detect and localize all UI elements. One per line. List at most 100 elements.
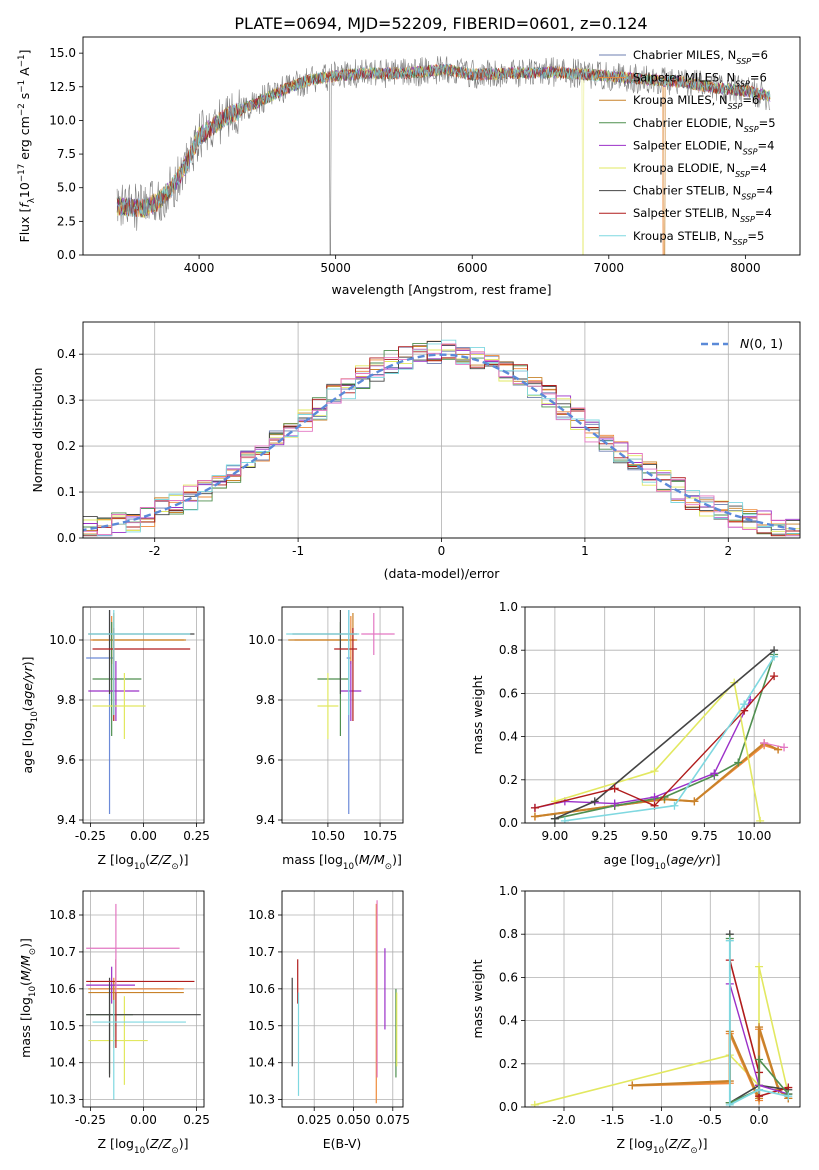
- x-tick-label: 9.50: [641, 829, 668, 843]
- label-part: =4: [755, 206, 772, 220]
- x-tick-label: 9.25: [591, 829, 618, 843]
- plus-marker: [730, 678, 739, 687]
- label-part: N: [740, 336, 750, 351]
- x-tick-label: 6000: [457, 261, 488, 275]
- legend-entry: Kroupa ELODIE, NSSP=4: [633, 161, 767, 179]
- mass-weight-vs-metallicity-panel: -2.0 -1.5 -1.0 -0.5 0.0 0.0 0.2 0.4 0.6 0.8 1.0 mas…: [470, 884, 801, 1156]
- y-tick-label: 9.8: [57, 693, 76, 707]
- plus-marker: [710, 769, 719, 778]
- label-part: Z [: [98, 852, 115, 867]
- y-tick-label: 9.4: [57, 813, 76, 827]
- label-part: 10: [134, 1146, 145, 1156]
- plus-marker: [690, 797, 699, 806]
- label-part: Z [: [98, 1136, 115, 1151]
- label-part: Flux [: [17, 208, 32, 243]
- label-part: (: [145, 1136, 150, 1151]
- age-vs-mass-panel: 10.50 10.75 9.4 9.6 9.8 10.0 mass [log10(M/M⊙)…: [248, 606, 404, 872]
- label-part: ⊙: [385, 862, 392, 872]
- x-tick-label: -1: [292, 544, 304, 558]
- label-part: SSP: [741, 192, 756, 201]
- y-tick-label: 0.3: [57, 393, 76, 407]
- error-bar: [334, 628, 358, 721]
- y-tick-label: 0.0: [499, 816, 518, 830]
- label-part: f: [17, 202, 32, 208]
- plus-marker: [740, 700, 749, 709]
- y-tick-label: 10.3: [49, 1093, 76, 1107]
- y-tick-label: 0.4: [499, 1014, 518, 1028]
- label-part: M/M: [359, 852, 385, 867]
- plus-marker: [610, 799, 619, 808]
- x-tick-label: 2: [724, 544, 732, 558]
- label-part: 10: [17, 182, 32, 198]
- plus-marker: [650, 793, 659, 802]
- y-tick-label: 10.3: [248, 1093, 275, 1107]
- label-part: (0, 1): [749, 336, 783, 351]
- y-axis-label: age [log10(age/yr)]: [20, 656, 40, 773]
- x-tick-label: -0.25: [75, 829, 106, 843]
- axes-frame: [524, 890, 801, 1108]
- axes-frame: [82, 36, 801, 256]
- label-part: (: [664, 1136, 669, 1151]
- label-part: )]: [18, 938, 33, 948]
- y-tick-label: 0.2: [57, 439, 76, 453]
- label-part: mass [: [18, 1016, 33, 1058]
- y-tick-label: 2.5: [57, 214, 76, 228]
- x-tick-label: 0.075: [376, 1113, 410, 1127]
- plus-marker: [530, 1100, 539, 1107]
- plus-marker: [725, 1100, 734, 1107]
- label-part: Chabrier ELODIE, N: [633, 116, 744, 130]
- label-part: −17: [17, 164, 27, 182]
- x-tick-label: -2.0: [552, 1113, 575, 1127]
- plus-marker: [770, 652, 779, 661]
- legend-entry: Kroupa MILES, NSSP=6: [633, 93, 759, 111]
- label-part: 10: [134, 862, 145, 872]
- label-part: log: [324, 852, 343, 867]
- y-tick-label: 7.5: [57, 147, 76, 161]
- label-part: )]: [698, 1136, 708, 1151]
- x-tick-label: 0.0: [749, 1113, 768, 1127]
- label-part: SSP: [740, 215, 755, 224]
- label-part: 10: [655, 862, 666, 872]
- label-part: Kroupa ELODIE, N: [633, 161, 735, 175]
- y-tick-label: 0.8: [499, 927, 518, 941]
- plus-marker: [610, 784, 619, 793]
- label-part: −1: [17, 80, 27, 93]
- plot-area: [86, 610, 195, 814]
- label-part: −1: [17, 54, 27, 67]
- label-part: Chabrier MILES, N: [633, 48, 736, 62]
- label-part: age [: [603, 852, 635, 867]
- x-axis-label: wavelength [Angstrom, rest frame]: [331, 282, 551, 297]
- error-bar: [286, 610, 360, 715]
- y-tick-label: 0.0: [57, 531, 76, 545]
- label-part: Z/Z: [668, 1136, 691, 1151]
- x-tick-label: 7000: [594, 261, 625, 275]
- legend-entry: Chabrier ELODIE, NSSP=5: [633, 116, 776, 134]
- x-tick-label: -2: [149, 544, 161, 558]
- label-part: −2: [17, 103, 27, 116]
- label-part: log: [115, 1136, 134, 1151]
- label-part: Z [: [617, 1136, 634, 1151]
- plus-marker: [530, 803, 539, 812]
- label-part: (: [18, 981, 33, 986]
- label-part: =4: [750, 161, 767, 175]
- y-tick-label: 1.0: [499, 600, 518, 614]
- plus-marker: [774, 745, 783, 754]
- label-part: (: [354, 852, 359, 867]
- label-part: 10: [30, 711, 40, 722]
- x-axis-label: E(B-V): [323, 1136, 362, 1151]
- label-part: 10: [343, 862, 354, 872]
- y-tick-label: 10.4: [49, 1056, 76, 1070]
- axes-frame: [82, 321, 801, 539]
- axes-frame: [281, 890, 404, 1108]
- label-part: ⊙: [28, 948, 38, 955]
- error-bar: [86, 977, 201, 1078]
- x-tick-label: -0.25: [75, 1113, 106, 1127]
- label-part: Z/Z: [149, 852, 172, 867]
- y-tick-label: 10.5: [49, 1019, 76, 1033]
- error-bar: [340, 661, 362, 721]
- label-part: Chabrier STELIB, N: [633, 184, 741, 198]
- error-bar: [88, 996, 148, 1085]
- label-part: SSP: [735, 170, 750, 179]
- mass-weight-line: [564, 656, 775, 822]
- axes-frame: [82, 606, 205, 824]
